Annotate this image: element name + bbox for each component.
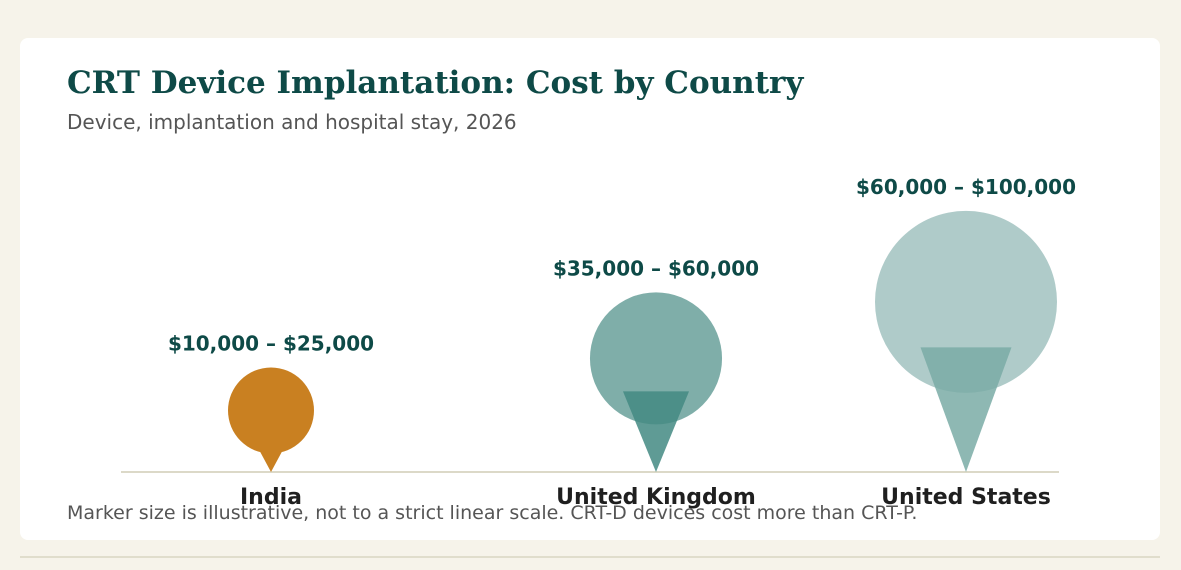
range-label-india: $10,000 – $25,000 [168, 332, 374, 356]
pin-tip-united-kingdom [622, 391, 690, 472]
pin-tip-united-states [920, 347, 1012, 472]
chart-footnote: Marker size is illustrative, not to a st… [67, 502, 918, 524]
range-label-united-kingdom: $35,000 – $60,000 [553, 256, 759, 280]
category-label-united-kingdom: United Kingdom [556, 485, 756, 510]
category-label-india: India [240, 485, 302, 510]
pin-head-united-kingdom [589, 292, 723, 425]
range-label-united-states: $60,000 – $100,000 [856, 175, 1076, 199]
chart-subtitle: Device, implantation and hospital stay, … [67, 110, 517, 134]
chart-title: CRT Device Implantation: Cost by Country [67, 65, 804, 101]
bottom-divider [20, 556, 1160, 558]
pin-tip-india [249, 432, 293, 472]
category-label-united-states: United States [881, 485, 1051, 510]
